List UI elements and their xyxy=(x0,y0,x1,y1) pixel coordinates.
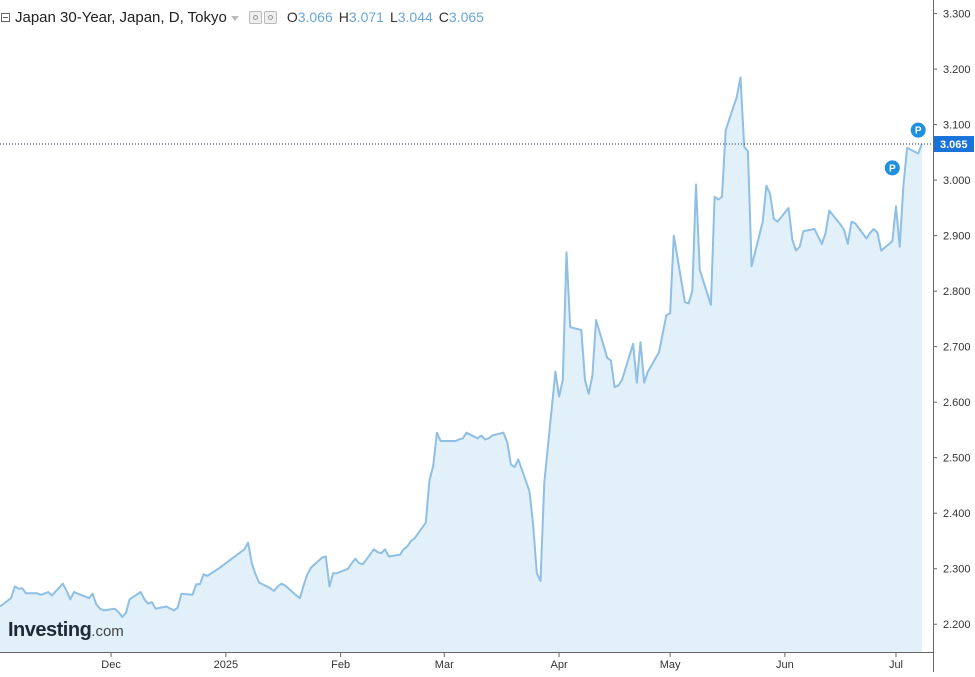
y-tick-label: 2.600 xyxy=(943,397,971,409)
open-value: 3.066 xyxy=(297,9,333,25)
y-tick-label: 2.900 xyxy=(943,231,971,243)
event-marker-icon xyxy=(910,122,926,138)
close-value: 3.065 xyxy=(448,9,484,25)
logo-domain: .com xyxy=(91,623,124,640)
x-tick-label: Jul xyxy=(889,659,903,671)
low-label: L xyxy=(389,9,398,25)
y-tick-label: 2.700 xyxy=(943,342,971,354)
chart-header: Japan 30-Year, Japan, D, Tokyo O3.066 H3… xyxy=(0,6,484,28)
last-price-label: 3.065 xyxy=(940,139,968,151)
last-price-tag xyxy=(934,136,974,153)
x-tick-label: May xyxy=(660,659,681,671)
instrument-title[interactable]: Japan 30-Year, Japan, D, Tokyo xyxy=(15,8,227,26)
y-tick-label: 2.300 xyxy=(943,564,971,576)
event-marker-letter: P xyxy=(889,163,896,174)
x-tick-label: Apr xyxy=(550,659,567,671)
y-tick-label: 3.000 xyxy=(943,175,971,187)
close-label: C xyxy=(438,9,449,25)
visibility-icon[interactable] xyxy=(248,10,262,24)
x-tick-label: Jun xyxy=(776,659,794,671)
low-value: 3.044 xyxy=(397,9,433,25)
y-tick-label: 2.400 xyxy=(943,508,971,520)
series-line xyxy=(0,76,923,618)
y-tick-label: 3.100 xyxy=(943,120,971,132)
event-marker-letter: P xyxy=(915,126,922,137)
logo-brand: Investing xyxy=(8,619,92,641)
chevron-down-icon[interactable] xyxy=(230,15,239,21)
y-tick-label: 3.200 xyxy=(943,64,971,76)
settings-icon[interactable] xyxy=(263,10,277,24)
y-tick-label: 2.800 xyxy=(943,286,971,298)
series-area-fill xyxy=(0,77,922,652)
x-tick-label: Dec xyxy=(101,659,121,671)
open-label: O xyxy=(286,9,298,25)
high-value: 3.071 xyxy=(348,9,384,25)
y-tick-label: 3.300 xyxy=(943,9,971,21)
x-tick-label: Feb xyxy=(331,659,350,671)
high-label: H xyxy=(338,9,349,25)
y-tick-label: 2.200 xyxy=(943,619,971,631)
investing-logo: Investing.com xyxy=(8,619,124,642)
ohlc-legend: O3.066 H3.071 L3.044 C3.065 xyxy=(287,9,484,25)
x-tick-label: Mar xyxy=(435,659,454,671)
y-tick-label: 2.500 xyxy=(943,453,971,465)
collapse-icon[interactable] xyxy=(1,12,10,22)
x-tick-label: 2025 xyxy=(214,659,238,671)
event-marker-icon xyxy=(884,160,900,176)
